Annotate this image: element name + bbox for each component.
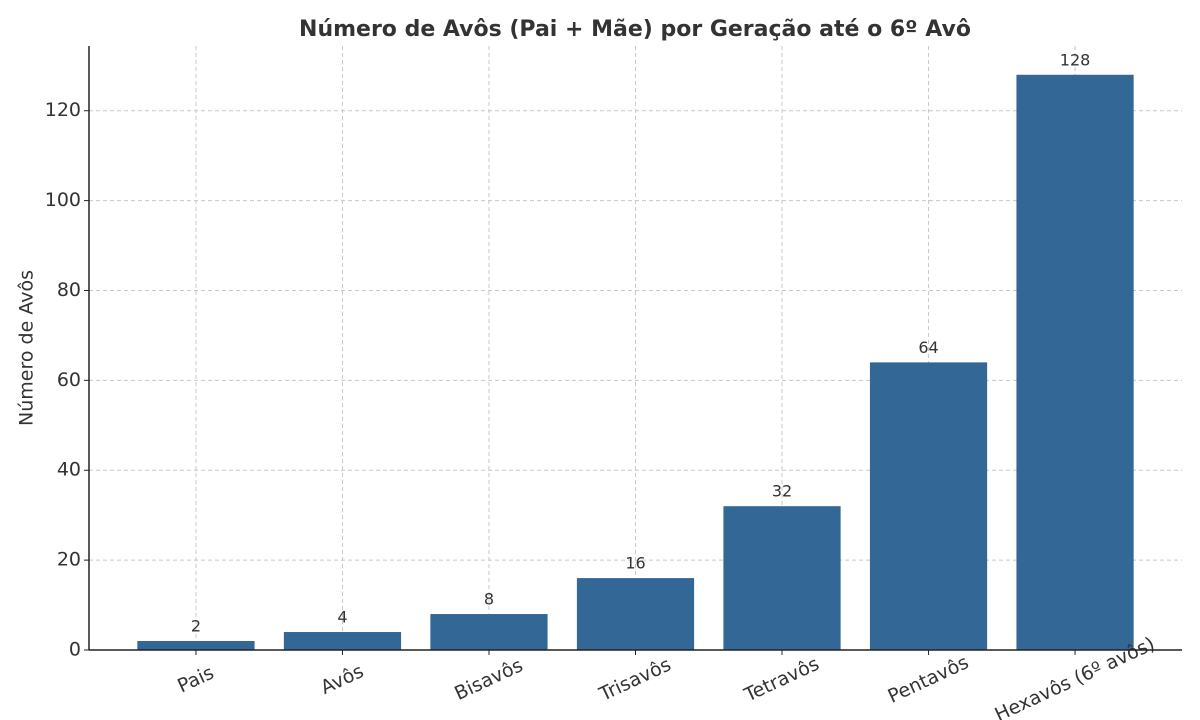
y-tick-label: 40 bbox=[57, 459, 81, 481]
bar bbox=[430, 614, 548, 650]
bar bbox=[576, 578, 695, 650]
chart-title: Número de Avôs (Pai + Mãe) por Geração a… bbox=[299, 17, 971, 42]
value-label: 16 bbox=[625, 554, 645, 573]
y-tick-label: 100 bbox=[45, 189, 81, 211]
x-tick-label: Pais bbox=[174, 662, 217, 698]
y-axis-label: Número de Avôs bbox=[16, 270, 38, 426]
bars bbox=[137, 74, 1134, 650]
bar bbox=[283, 632, 402, 650]
value-label: 32 bbox=[772, 482, 792, 501]
value-label: 2 bbox=[191, 617, 201, 636]
y-tick-label: 120 bbox=[45, 99, 81, 121]
x-tick-label: Bisavôs bbox=[451, 654, 526, 705]
x-tick-label: Trisavôs bbox=[595, 653, 674, 706]
x-tick-label: Pentavôs bbox=[885, 651, 973, 707]
bar bbox=[723, 506, 841, 650]
y-tick-label: 0 bbox=[69, 639, 81, 661]
bar bbox=[137, 641, 255, 650]
y-tick-label: 60 bbox=[57, 369, 81, 391]
value-label: 64 bbox=[918, 338, 938, 357]
y-tick-label: 20 bbox=[57, 549, 81, 571]
value-label: 8 bbox=[484, 590, 494, 609]
value-label: 128 bbox=[1060, 50, 1091, 69]
value-label: 4 bbox=[337, 608, 347, 627]
x-tick-label: Avôs bbox=[317, 660, 367, 699]
x-tick-label: Tetravôs bbox=[740, 653, 822, 707]
y-tick-label: 80 bbox=[57, 279, 81, 301]
bar bbox=[869, 362, 988, 650]
bar bbox=[1016, 74, 1134, 650]
